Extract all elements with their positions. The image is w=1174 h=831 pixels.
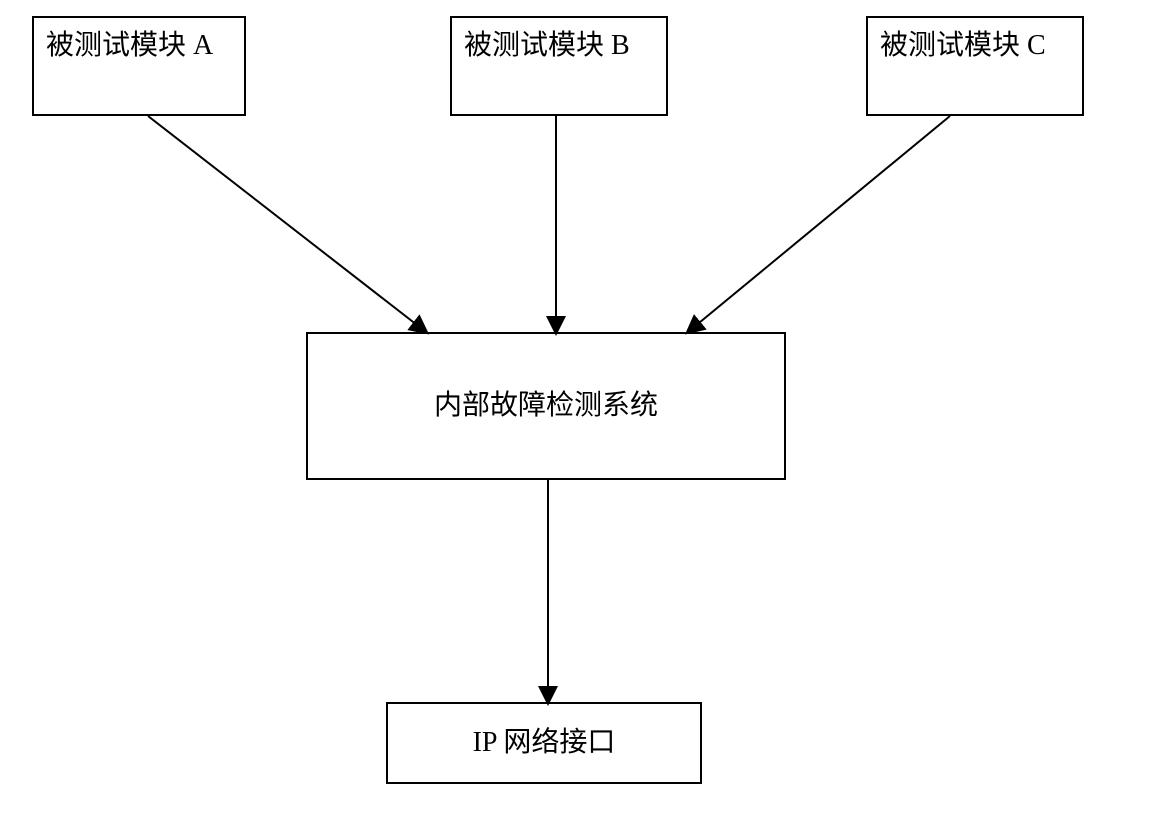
node-label: 内部故障检测系统 (434, 386, 658, 425)
node-ip-interface: IP 网络接口 (386, 702, 702, 784)
edge-c-to-system (688, 116, 950, 332)
node-label: 被测试模块 C (880, 26, 1046, 65)
node-module-b: 被测试模块 B (450, 16, 668, 116)
node-detection-system: 内部故障检测系统 (306, 332, 786, 480)
node-label: IP 网络接口 (473, 723, 616, 762)
edge-a-to-system (148, 116, 426, 332)
node-label: 被测试模块 B (464, 26, 630, 65)
node-label: 被测试模块 A (46, 26, 213, 65)
node-module-c: 被测试模块 C (866, 16, 1084, 116)
node-module-a: 被测试模块 A (32, 16, 246, 116)
